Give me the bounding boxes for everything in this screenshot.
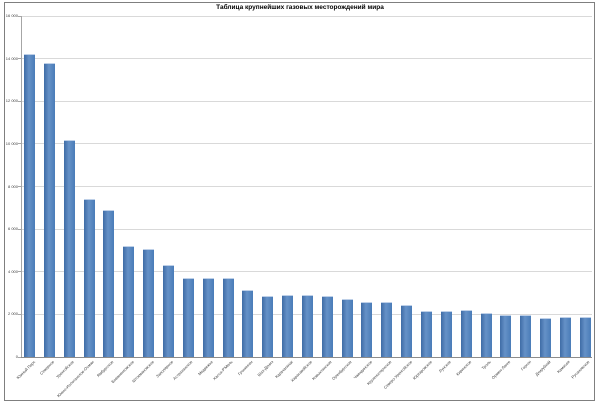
bar[interactable] [83, 199, 95, 357]
bar[interactable] [540, 318, 552, 357]
bar[interactable] [43, 63, 55, 357]
bar[interactable] [480, 313, 492, 357]
y-axis-tick-label: 8 000 [7, 183, 18, 189]
y-axis-tick-label: 12 000 [5, 98, 18, 104]
chart-border [4, 2, 595, 401]
bar[interactable] [282, 295, 294, 357]
chart-title: Таблица крупнейших газовых месторождений… [216, 4, 384, 11]
bar[interactable] [242, 290, 254, 357]
y-axis-tick [18, 186, 21, 187]
y-axis-tick [18, 58, 21, 60]
bar[interactable] [559, 317, 571, 357]
gridline [21, 15, 592, 17]
bar[interactable] [440, 311, 452, 357]
y-axis-tick [18, 313, 21, 315]
gridline [21, 100, 592, 102]
y-axis-tick [18, 15, 21, 17]
bar[interactable] [123, 246, 135, 357]
y-axis-tick-label: 0 [15, 354, 18, 359]
bar[interactable] [520, 315, 532, 357]
y-axis-tick-label: 4 000 [7, 268, 18, 274]
bar[interactable] [421, 311, 432, 357]
x-axis-line [21, 357, 592, 358]
bar[interactable] [182, 278, 194, 357]
bar[interactable] [321, 296, 333, 357]
bar[interactable] [222, 278, 234, 357]
gridline [21, 228, 592, 230]
gridline [21, 271, 592, 273]
bar[interactable] [500, 315, 512, 357]
bar[interactable] [341, 299, 353, 357]
bar[interactable] [262, 296, 274, 357]
bar[interactable] [24, 54, 35, 357]
gridline [21, 186, 592, 187]
y-axis-tick [18, 100, 21, 102]
bar[interactable] [361, 302, 373, 357]
bar[interactable] [579, 317, 591, 357]
bar[interactable] [460, 310, 472, 357]
gridline [21, 58, 592, 60]
y-axis-tick-label: 6 000 [7, 226, 18, 232]
y-axis-tick [18, 143, 21, 145]
bar[interactable] [162, 265, 174, 357]
y-axis-tick [18, 356, 21, 358]
y-axis-tick-label: 2 000 [7, 311, 18, 317]
bar[interactable] [381, 302, 393, 357]
bar[interactable] [301, 295, 313, 357]
y-axis-tick-label: 10 000 [5, 140, 18, 146]
y-axis-line [21, 16, 22, 357]
y-axis-tick-label: 16 000 [5, 13, 18, 18]
bar[interactable] [63, 140, 75, 357]
y-axis-tick [18, 228, 21, 230]
y-axis-tick-label: 14 000 [5, 55, 18, 61]
bar[interactable] [202, 278, 214, 357]
bar[interactable] [401, 305, 413, 357]
gridline [21, 143, 592, 145]
y-axis-tick [18, 271, 21, 273]
bar[interactable] [143, 249, 155, 357]
bar[interactable] [103, 210, 115, 357]
